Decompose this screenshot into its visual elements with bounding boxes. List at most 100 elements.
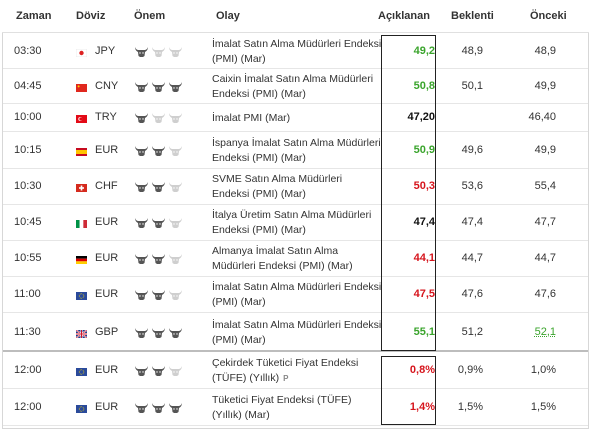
- importance-rating: [134, 289, 186, 301]
- previous-value: 44,7: [534, 252, 556, 264]
- event-name[interactable]: İtalya Üretim Satın Alma Müdürleri Endek…: [212, 209, 372, 236]
- table-row[interactable]: 10:00 TRY İmalat PMI (Mar) 47,20 46,40: [3, 104, 588, 132]
- table-row[interactable]: 04:45 CNY Caixin İmalat Satın Alma Müdürle…: [3, 69, 588, 104]
- event-name[interactable]: İmalat PMI (Mar): [212, 112, 291, 124]
- actual-value: 50,3: [413, 180, 435, 192]
- preliminary-badge: P: [283, 374, 289, 383]
- actual-value: 44,1: [413, 252, 435, 264]
- header-actual[interactable]: Açıklanan: [378, 10, 430, 22]
- bull-icon: [168, 289, 185, 304]
- bull-icon: [151, 402, 168, 417]
- bull-icon: [151, 46, 168, 61]
- event-time: 11:00: [14, 288, 41, 300]
- currency-code: EUR: [95, 144, 119, 156]
- header-previous[interactable]: Önceki: [530, 10, 567, 22]
- previous-value: 55,4: [534, 180, 556, 192]
- bull-icon: [134, 145, 151, 160]
- bull-icon: [134, 365, 151, 380]
- forecast-value: 53,6: [461, 180, 483, 192]
- forecast-value: 51,2: [461, 326, 483, 338]
- previous-value: 1,0%: [530, 364, 556, 376]
- table-row[interactable]: 10:45 EUR İtalya Üretim Satın Alma Müdürle…: [3, 205, 588, 241]
- event-name[interactable]: Çekirdek Tüketici Fiyat Endeksi (TÜFE) (…: [212, 357, 359, 384]
- bull-icon: [168, 217, 185, 232]
- previous-value: 49,9: [534, 144, 556, 156]
- bull-icon: [168, 402, 185, 417]
- currency-code: JPY: [95, 45, 116, 57]
- previous-value: 48,9: [534, 45, 556, 57]
- event-name[interactable]: Tüketici Fiyat Endeksi (TÜFE) (Yıllık) (…: [212, 394, 352, 421]
- germany-flag-icon: [76, 255, 87, 264]
- bull-icon: [168, 327, 185, 342]
- bull-icon: [168, 365, 185, 380]
- bull-icon: [134, 327, 151, 342]
- table-row[interactable]: 12:00 EUR Çekirdek Tüketici Fiyat Endeksi …: [3, 352, 588, 389]
- actual-value: 47,4: [413, 216, 435, 228]
- event-time: 10:45: [14, 216, 42, 228]
- event-time: 04:45: [14, 80, 42, 92]
- importance-rating: [134, 402, 186, 414]
- bull-icon: [168, 145, 185, 160]
- header-forecast[interactable]: Beklenti: [451, 10, 494, 22]
- table-row[interactable]: 10:15 EUR İspanya İmalat Satın Alma Müdürl…: [3, 132, 588, 169]
- event-time: 03:30: [14, 45, 42, 57]
- forecast-value: 0,9%: [457, 364, 483, 376]
- event-time: 12:00: [14, 364, 42, 376]
- bull-icon: [134, 253, 151, 268]
- previous-value: 47,6: [534, 288, 556, 300]
- currency-code: EUR: [95, 252, 119, 264]
- table-row[interactable]: 11:00 EUR İmalat Satın Alma Müdürleri Ende…: [3, 277, 588, 313]
- bull-icon: [134, 217, 151, 232]
- table-row[interactable]: 12:00 EUR Tüketici Fiyat Endeksi (TÜFE) (Y…: [3, 389, 588, 426]
- event-time: 10:30: [14, 180, 42, 192]
- event-time: 11:30: [14, 326, 41, 338]
- event-name[interactable]: Almanya İmalat Satın Alma Müdürleri Ende…: [212, 245, 353, 272]
- bull-icon: [151, 181, 168, 196]
- header-importance[interactable]: Önem: [134, 10, 166, 22]
- header-event[interactable]: Olay: [216, 10, 240, 22]
- event-time: 10:55: [14, 252, 42, 264]
- event-name[interactable]: İmalat Satın Alma Müdürleri Endeksi (PMI…: [212, 281, 382, 308]
- forecast-value: 47,6: [461, 288, 483, 300]
- table-row[interactable]: 10:30 CHF SVME Satın Alma Müdürleri Endeks…: [3, 169, 588, 205]
- bull-icon: [151, 253, 168, 268]
- importance-rating: [134, 81, 186, 93]
- actual-value: 0,8%: [409, 364, 435, 376]
- turkey-flag-icon: [76, 114, 87, 123]
- bull-icon: [151, 365, 168, 380]
- bull-icon: [168, 181, 185, 196]
- importance-rating: [134, 145, 186, 157]
- actual-value: 47,5: [413, 288, 435, 300]
- forecast-value: 49,6: [461, 144, 483, 156]
- importance-rating: [134, 253, 186, 265]
- table-row[interactable]: 11:30 GBP İmalat Satın Alma Müdürleri Ende…: [3, 313, 588, 352]
- table-row[interactable]: 03:30 JPY İmalat Satın Alma Müdürleri Ende…: [3, 35, 588, 69]
- event-name[interactable]: Caixin İmalat Satın Alma Müdürleri Endek…: [212, 73, 374, 100]
- event-name[interactable]: İmalat Satın Alma Müdürleri Endeksi (PMI…: [212, 38, 382, 65]
- previous-value[interactable]: 52,1: [534, 326, 556, 338]
- forecast-value: 48,9: [461, 45, 483, 57]
- bull-icon: [134, 112, 151, 127]
- previous-value: 46,40: [528, 111, 556, 123]
- japan-flag-icon: [75, 48, 88, 58]
- actual-value: 50,8: [413, 80, 435, 92]
- event-name[interactable]: İspanya İmalat Satın Alma Müdürleri Ende…: [212, 137, 381, 164]
- bull-icon: [134, 81, 151, 96]
- forecast-value: 1,5%: [457, 401, 483, 413]
- bull-icon: [134, 46, 151, 61]
- switzerland-flag-icon: [76, 183, 87, 192]
- importance-rating: [134, 112, 186, 124]
- bull-icon: [168, 253, 185, 268]
- actual-value: 49,2: [413, 45, 435, 57]
- bull-icon: [151, 217, 168, 232]
- italy-flag-icon: [76, 219, 87, 228]
- header-time[interactable]: Zaman: [16, 10, 52, 22]
- previous-value: 47,7: [534, 216, 556, 228]
- event-time: 10:00: [14, 111, 42, 123]
- event-name[interactable]: SVME Satın Alma Müdürleri Endeksi (PMI) …: [212, 173, 343, 200]
- event-name[interactable]: İmalat Satın Alma Müdürleri Endeksi (PMI…: [212, 319, 382, 346]
- table-row[interactable]: 10:55 EUR Almanya İmalat Satın Alma Müdürl…: [3, 241, 588, 277]
- header-currency[interactable]: Döviz: [76, 10, 106, 22]
- currency-code: EUR: [95, 364, 119, 376]
- previous-value: 1,5%: [530, 401, 556, 413]
